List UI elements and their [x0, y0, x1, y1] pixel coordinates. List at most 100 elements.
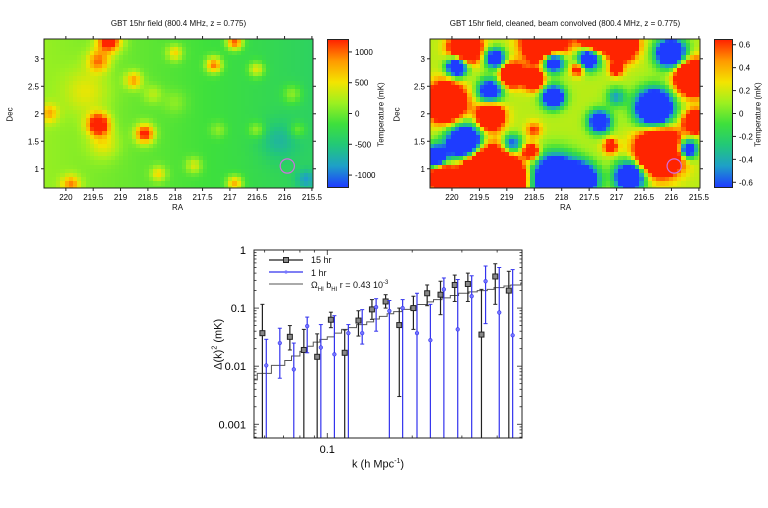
square-marker: [505, 287, 512, 294]
square-marker: [314, 353, 321, 360]
x-tick-label: 215.5: [302, 193, 323, 202]
legend-label-1hr: 1 hr: [311, 268, 327, 278]
x-tick-label: 217.5: [579, 193, 600, 202]
colorbar-tick-label: 0.6: [739, 41, 751, 50]
colorbar: [714, 39, 733, 188]
data-point-15hr: [492, 263, 499, 305]
y-tick-label: 1: [421, 165, 426, 174]
data-point-1hr: [428, 303, 433, 438]
data-point-1hr: [497, 266, 502, 438]
colorbar-tick-label: 0: [739, 110, 744, 119]
x-tick-label: 0.1: [320, 444, 335, 456]
data-point-15hr: [327, 311, 334, 329]
colorbar-tick-label: -500: [355, 140, 372, 149]
y-tick-label: 0.01: [225, 361, 246, 373]
legend-marker-1hr: [284, 270, 288, 274]
data-point-15hr: [314, 333, 321, 438]
data-point-15hr: [505, 270, 512, 438]
data-point-1hr: [400, 299, 405, 438]
legend-samples: [269, 257, 303, 285]
y-tick-label: 1: [240, 245, 246, 257]
plot-area: 1 0.1 0.01 0.001 0.1: [218, 245, 523, 456]
data-point-1hr: [483, 265, 488, 325]
y-tick-label: 0.1: [231, 303, 246, 315]
x-axis-label: RA: [172, 203, 184, 212]
x-axis-label: RA: [560, 203, 572, 212]
dot-marker: [264, 363, 269, 368]
x-tick-label: 220: [445, 193, 459, 202]
data-point-1hr: [441, 277, 446, 438]
y-tick-label: 2: [35, 110, 40, 119]
x-tick-label: 218.5: [524, 193, 545, 202]
x-tick-label: 216.5: [634, 193, 655, 202]
heatmap-image: [44, 39, 313, 188]
square-marker: [451, 281, 458, 288]
square-marker: [368, 306, 375, 313]
data-point-1hr: [414, 292, 420, 438]
square-marker: [396, 322, 403, 329]
y-tick-label: 0.001: [218, 419, 246, 431]
data-point-15hr: [286, 325, 293, 351]
data-point-15hr: [355, 310, 362, 337]
colorbar-tick-label: -1000: [355, 171, 376, 180]
heatmap-image: [430, 39, 700, 188]
square-marker: [341, 349, 348, 356]
colorbar-tick-label: 0.2: [739, 87, 751, 96]
x-tick-label: 216.5: [247, 193, 268, 202]
x-tick-label: 217: [610, 193, 624, 202]
x-tick-label: 216: [665, 193, 679, 202]
dot-marker: [483, 279, 488, 284]
square-marker: [424, 290, 431, 297]
colorbar-tick-label: -0.2: [739, 132, 753, 141]
y-tick-label: 1: [35, 165, 40, 174]
dot-marker: [318, 345, 323, 350]
dot-marker: [387, 308, 392, 314]
beam-circle: [279, 158, 296, 174]
map-title: GBT 15hr field, cleaned, beam convolved …: [449, 19, 681, 28]
data-point-1hr: [360, 309, 365, 345]
dot-marker: [291, 367, 296, 372]
colorbar-tick-label: 500: [355, 79, 369, 88]
x-tick-label: 219: [500, 193, 514, 202]
dot-marker: [441, 287, 446, 292]
dot-marker: [510, 333, 515, 338]
data-point-1hr: [346, 324, 351, 438]
data-point-15hr: [341, 329, 348, 438]
dot-marker: [497, 310, 502, 315]
x-tick-label: 216: [278, 193, 292, 202]
data-point-15hr: [437, 280, 444, 316]
y-tick-label: 2: [421, 110, 426, 119]
x-tick-label: 215.5: [689, 193, 710, 202]
data-point-15hr: [451, 274, 458, 302]
legend-marker-15hr: [283, 257, 289, 263]
x-tick-label: 218.5: [138, 193, 159, 202]
square-marker: [410, 305, 417, 312]
data-point-1hr: [387, 300, 392, 438]
square-marker: [464, 280, 471, 287]
dot-marker: [305, 323, 310, 329]
plot-frame: [253, 249, 523, 439]
data-point-1hr: [291, 342, 296, 438]
dot-marker: [455, 327, 460, 332]
square-marker: [327, 316, 334, 323]
colorbar-tick-label: 0.4: [739, 64, 751, 73]
dot-marker: [360, 331, 365, 336]
data-point-15hr: [368, 299, 375, 320]
data-point-1hr: [374, 298, 379, 332]
beam-circle: [666, 158, 682, 174]
dot-marker: [277, 340, 282, 346]
x-axis-label: k (h Mpc-1): [352, 458, 405, 471]
colorbar-tick-label: 0: [355, 110, 360, 119]
data-point-1hr: [277, 327, 282, 379]
data-point-15hr: [424, 284, 431, 307]
y-tick-label: 3: [421, 55, 426, 64]
data-point-15hr: [478, 288, 485, 438]
dot-marker: [400, 305, 405, 311]
x-tick-label: 217: [223, 193, 237, 202]
data-point-1hr: [510, 269, 515, 438]
dot-marker: [428, 338, 433, 343]
square-marker: [478, 331, 485, 338]
data-point-15hr: [396, 307, 403, 398]
